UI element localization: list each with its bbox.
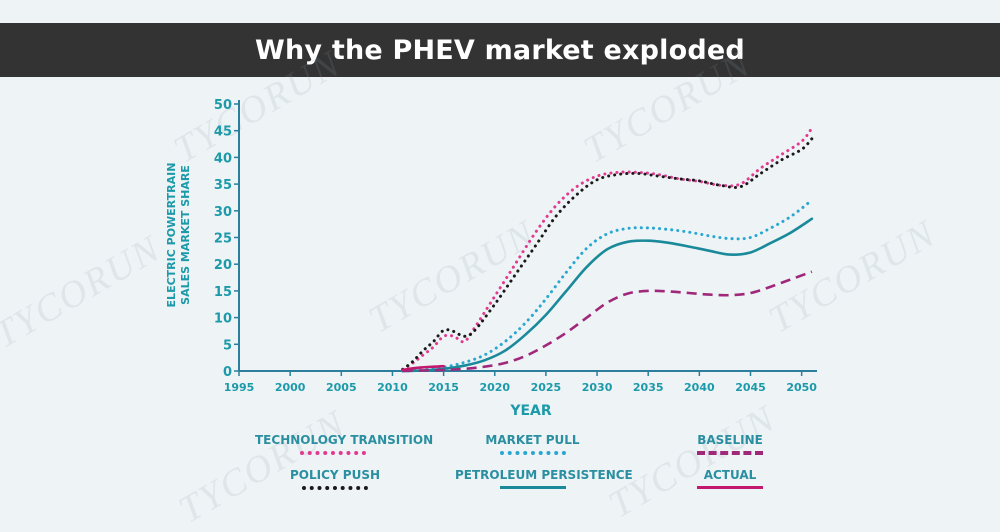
x-tick-label: 2020 <box>479 381 510 394</box>
series-lines <box>401 126 814 373</box>
y-tick-label: 25 <box>214 232 232 247</box>
series-line-technology-transition <box>401 126 814 371</box>
y-axis-label-line-1: ELECTRIC POWERTRAIN <box>165 163 178 308</box>
x-tick-label: 2000 <box>275 381 306 394</box>
series-line-baseline <box>402 270 813 373</box>
series-line-petroleum-persistence <box>401 217 814 373</box>
x-axis-label: YEAR <box>509 403 552 419</box>
x-tick-label: 2045 <box>735 381 766 394</box>
page-title: Why the PHEV market exploded <box>255 34 745 66</box>
y-tick-label: 45 <box>214 125 232 140</box>
x-tick-label: 2030 <box>582 381 613 394</box>
x-tick-label: 2040 <box>684 381 715 394</box>
x-tick-label: 2035 <box>633 381 664 394</box>
y-tick-label: 5 <box>223 338 232 353</box>
y-axis-label-line-2: SALES MARKET SHARE <box>179 165 192 305</box>
series-line-market-pull <box>401 198 814 373</box>
x-tick-label: 2025 <box>531 381 562 394</box>
y-tick-label: 20 <box>214 258 232 273</box>
title-banner: Why the PHEV market exploded <box>0 23 1000 77</box>
y-tick-label: 0 <box>223 365 232 380</box>
y-tick-label: 30 <box>214 205 232 220</box>
x-tick-label: 2010 <box>377 381 408 394</box>
x-tick-label: 2050 <box>786 381 817 394</box>
y-tick-label: 15 <box>214 285 232 300</box>
y-tick-label: 35 <box>214 178 232 193</box>
y-tick-label: 40 <box>214 151 232 166</box>
x-tick-label: 2005 <box>326 381 357 394</box>
x-tick-label: 1995 <box>224 381 255 394</box>
y-tick-label: 10 <box>214 312 232 327</box>
y-tick-label: 50 <box>214 98 232 113</box>
y-axis-label: ELECTRIC POWERTRAIN SALES MARKET SHARE <box>165 163 192 308</box>
series-line-policy-push <box>401 137 814 371</box>
series-line-actual <box>401 364 445 372</box>
x-tick-label: 2015 <box>428 381 459 394</box>
